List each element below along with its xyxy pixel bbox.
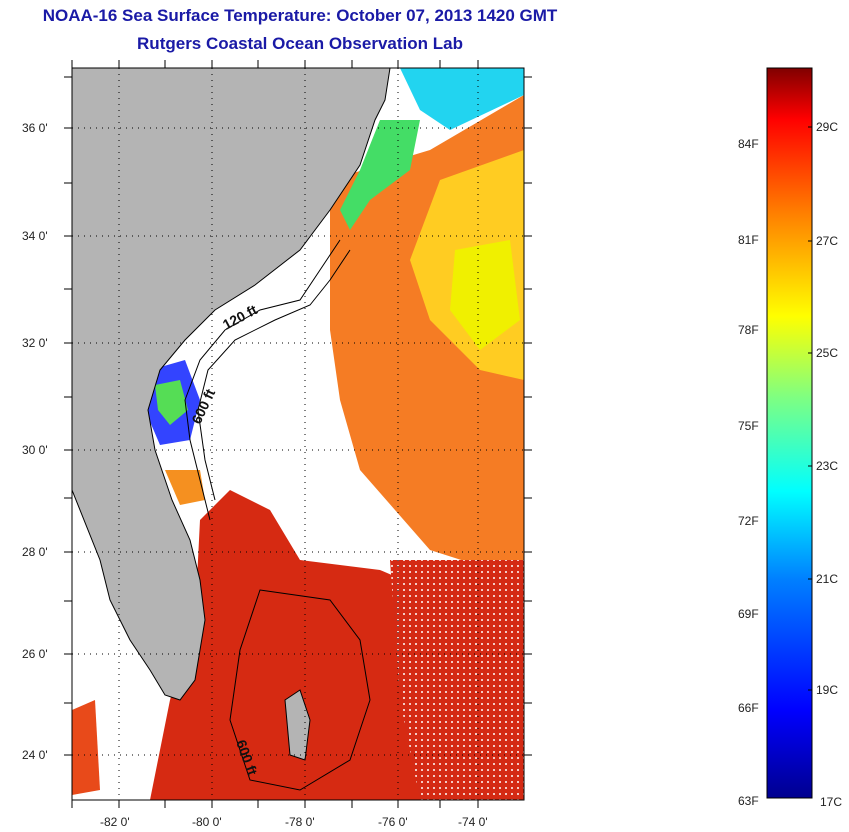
- contour-line-600ft: [197, 249, 351, 501]
- sst-orange-patch-florida: [165, 470, 205, 505]
- lat-label-28: 28 0': [22, 545, 48, 559]
- page-subtitle: Rutgers Coastal Ocean Observation Lab: [137, 34, 463, 53]
- lat-label-32: 32 0': [22, 336, 48, 350]
- lon-label-78: -78 0': [285, 815, 315, 829]
- map-frame: [71, 67, 525, 801]
- axis-ticks: [64, 60, 532, 808]
- cb-label-81f: 81F: [738, 233, 759, 247]
- lon-label-80: -80 0': [192, 815, 222, 829]
- sst-red-east: [390, 560, 524, 800]
- lat-label-24: 24 0': [22, 748, 48, 762]
- cb-label-19c: 19C: [816, 683, 838, 697]
- lat-label-30: 30 0': [22, 443, 48, 457]
- sst-orange-patch-gulf: [72, 700, 100, 795]
- cb-c-ticks: [808, 126, 812, 691]
- contour-line-bahamas: [229, 589, 371, 791]
- lon-label-76: -76 0': [378, 815, 408, 829]
- cb-label-75f: 75F: [738, 419, 759, 433]
- cb-label-21c: 21C: [816, 572, 838, 586]
- cb-label-69f: 69F: [738, 607, 759, 621]
- cb-label-25c: 25C: [816, 346, 838, 360]
- cb-label-23c: 23C: [816, 459, 838, 473]
- lat-label-36: 36 0': [22, 121, 48, 135]
- colorbar-gradient: [766, 67, 813, 799]
- sst-green-coastal: [340, 120, 420, 230]
- cb-label-78f: 78F: [738, 323, 759, 337]
- cb-label-27c: 27C: [816, 234, 838, 248]
- sst-cold-north: [400, 68, 524, 130]
- cb-label-17c: 17C: [820, 795, 842, 809]
- land-bahamas: [284, 689, 311, 761]
- cb-label-29c: 29C: [816, 120, 838, 134]
- land-mainland: [72, 68, 391, 701]
- lat-label-34: 34 0': [22, 229, 48, 243]
- lon-label-82: -82 0': [100, 815, 130, 829]
- lat-label-26: 26 0': [22, 647, 48, 661]
- cb-label-84f: 84F: [738, 137, 759, 151]
- lon-label-74: -74 0': [458, 815, 488, 829]
- sst-yellow-patch: [450, 240, 520, 350]
- cb-label-66f: 66F: [738, 701, 759, 715]
- sst-green-patch-georgia: [155, 380, 188, 425]
- cb-label-63f: 63F: [738, 794, 759, 808]
- colorbar: 84F 81F 78F 75F 72F 69F 66F 63F 29C 27C …: [738, 67, 842, 809]
- page-title: NOAA-16 Sea Surface Temperature: October…: [42, 6, 558, 25]
- sst-map: 120 ft 600 ft 600 ft 36 0' 34 0' 32 0' 3…: [22, 60, 532, 829]
- cb-label-72f: 72F: [738, 514, 759, 528]
- graticule: [72, 68, 524, 800]
